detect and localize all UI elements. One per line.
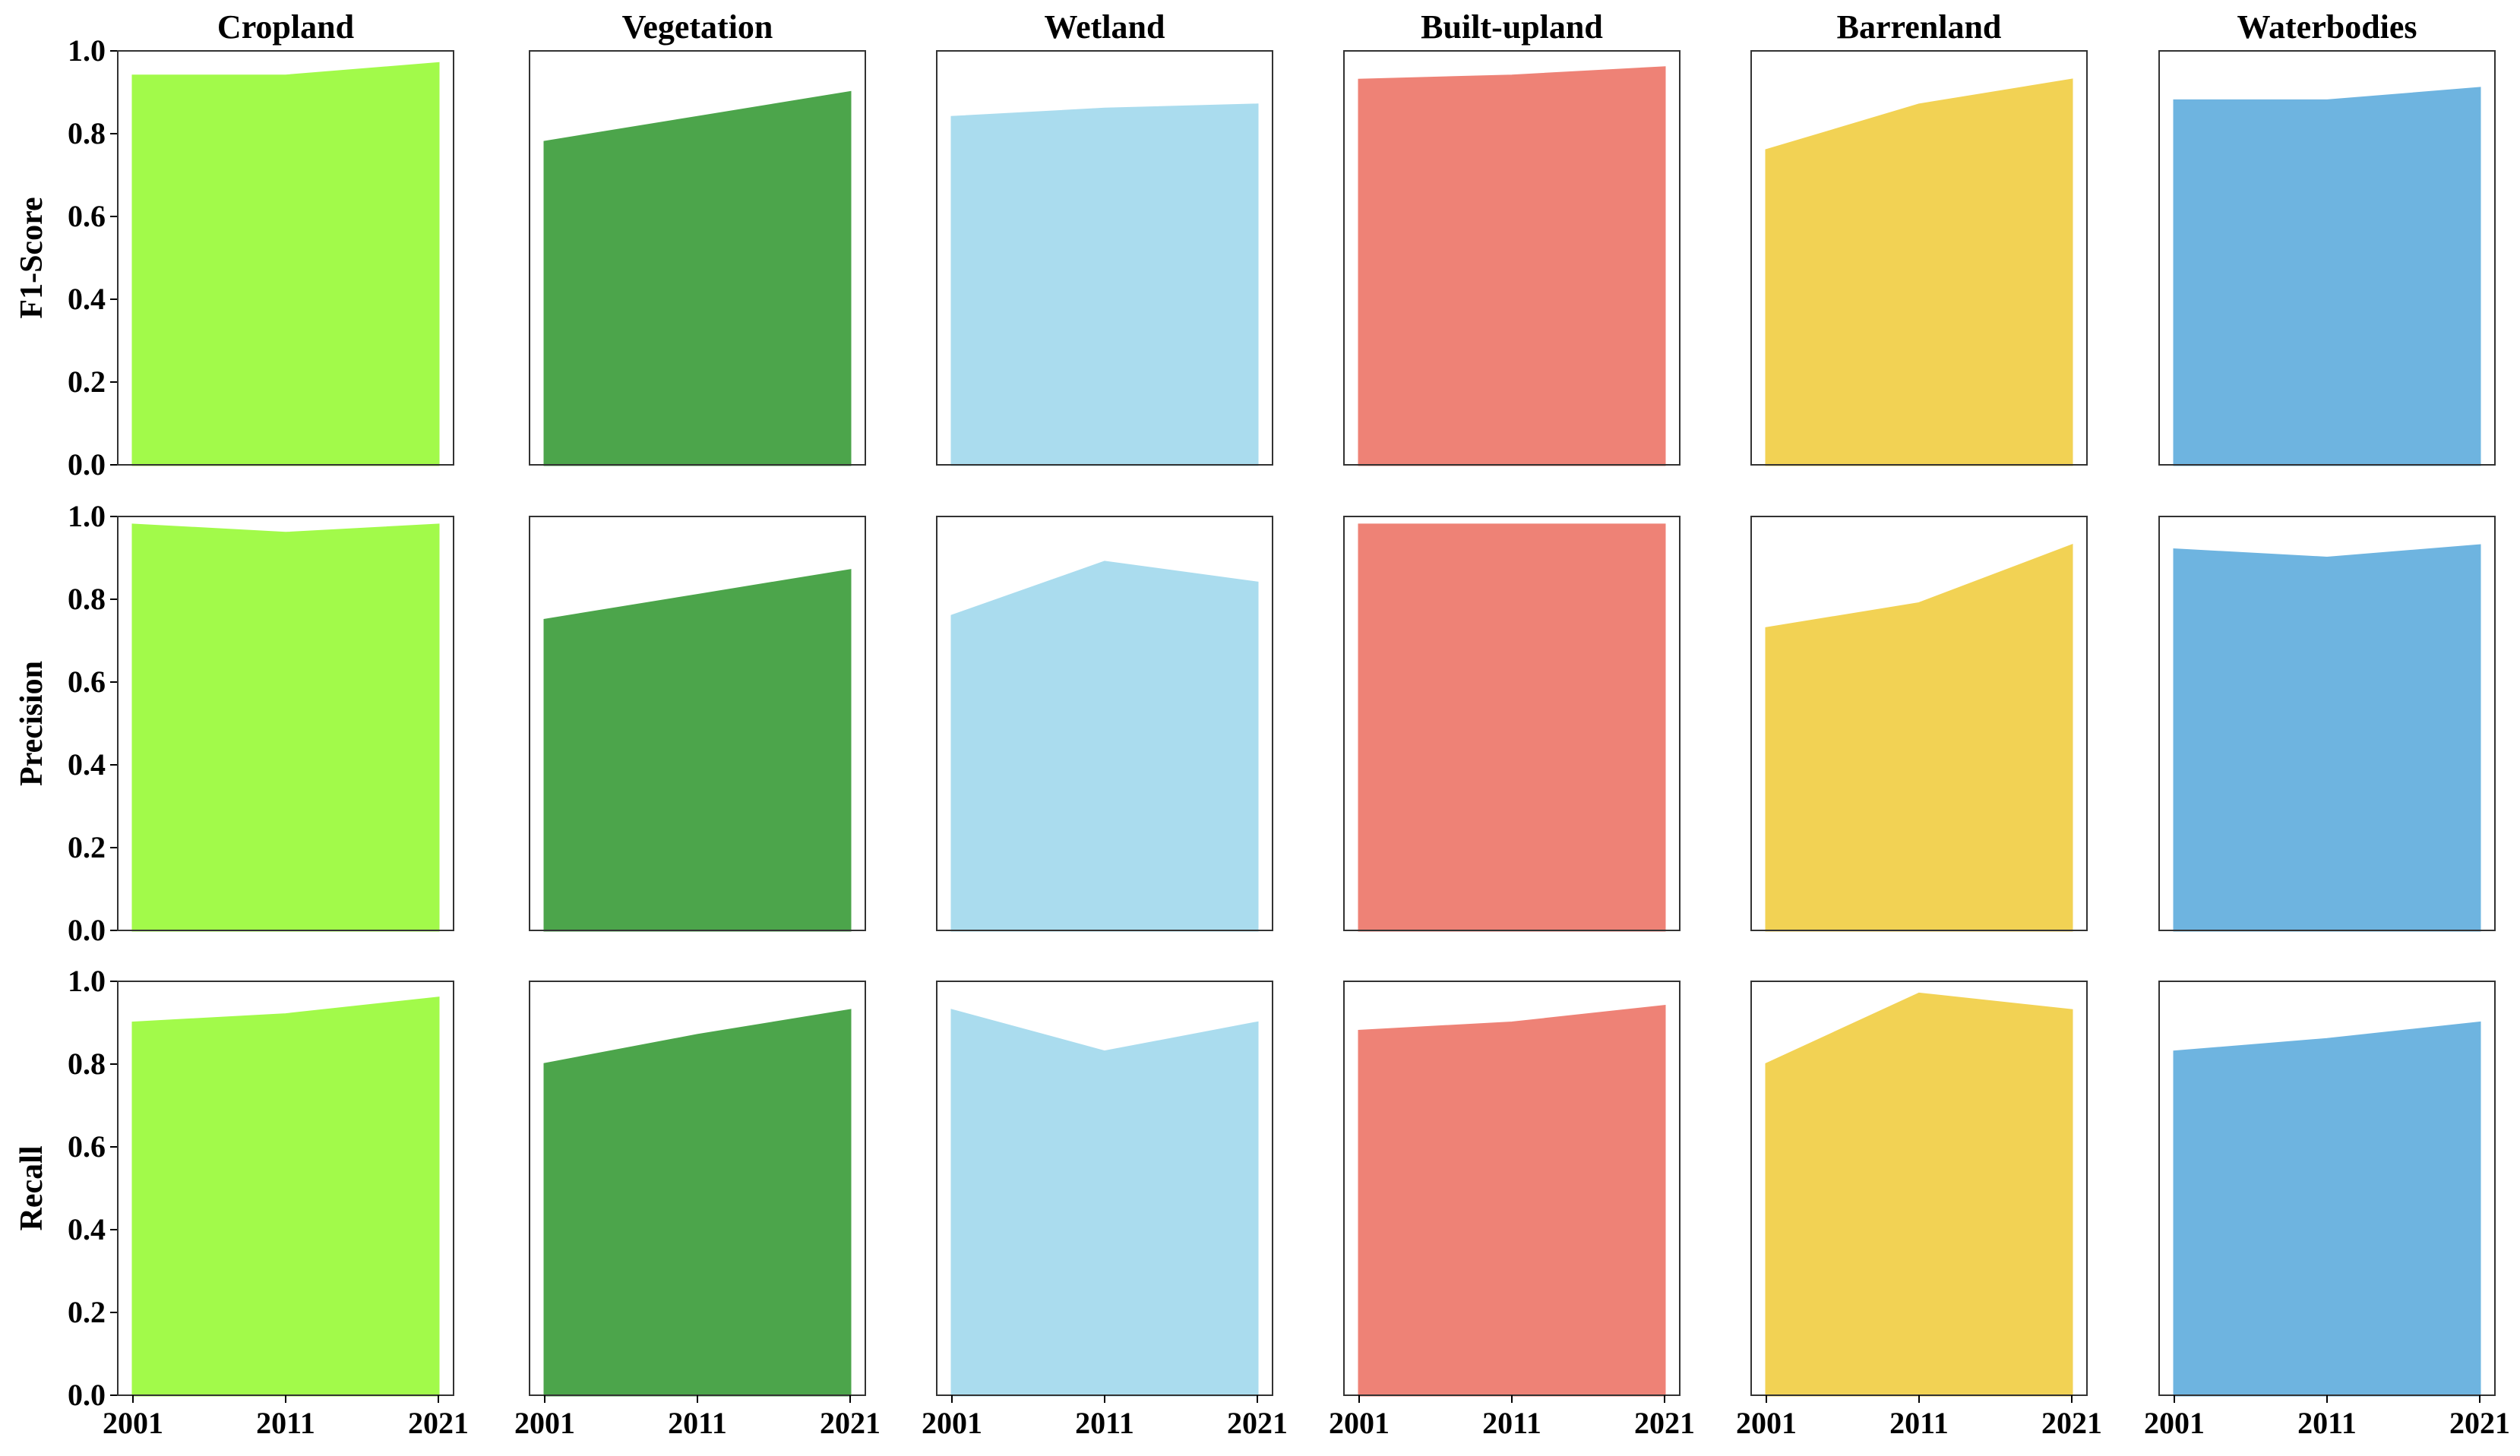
area-cropland-f1-score (131, 62, 440, 466)
panel-frame (529, 516, 866, 931)
area-cropland-recall (131, 996, 440, 1397)
panel-frame (936, 516, 1273, 931)
panel-frame (1750, 516, 2088, 931)
area-built-upland-f1-score (1358, 66, 1666, 466)
area-waterbodies-precision (2173, 544, 2481, 932)
y-tick-label: 1.0 (68, 499, 106, 533)
column-title-wetland: Wetland (1045, 8, 1165, 46)
x-tick-label: 2011 (668, 1406, 727, 1440)
column-title-built-upland: Built-upland (1421, 8, 1603, 46)
panel-frame (1343, 50, 1681, 466)
area-vegetation-recall (543, 1009, 852, 1397)
area-wetland-recall (950, 1009, 1259, 1397)
area-barrenland-f1-score (1765, 78, 2073, 466)
x-tick-label: 2001 (103, 1406, 163, 1440)
y-tick-label: 0.6 (68, 199, 106, 233)
x-tick-label: 2021 (408, 1406, 469, 1440)
panel-frame (117, 516, 454, 931)
panel-frame (1343, 516, 1681, 931)
x-tick-label: 2021 (2449, 1406, 2510, 1440)
x-tick-label: 2001 (2144, 1406, 2205, 1440)
x-tick-label: 2011 (1889, 1406, 1949, 1440)
x-tick-label: 2011 (2297, 1406, 2357, 1440)
y-tick-label: 0.8 (68, 582, 106, 616)
x-tick-label: 2001 (922, 1406, 982, 1440)
x-tick-label: 2021 (2041, 1406, 2102, 1440)
y-tick-label: 0.2 (68, 1295, 106, 1329)
y-tick-label: 1.0 (68, 33, 106, 68)
x-tick-label: 2011 (256, 1406, 315, 1440)
x-tick-label: 2011 (1075, 1406, 1134, 1440)
y-tick-label: 0.2 (68, 830, 106, 864)
panel-frame (529, 50, 866, 466)
y-tick-label: 0.6 (68, 665, 106, 699)
column-title-cropland: Cropland (217, 8, 354, 46)
y-tick-label: 0.4 (68, 747, 106, 782)
area-waterbodies-f1-score (2173, 87, 2481, 466)
y-tick-label: 1.0 (68, 964, 106, 998)
x-tick-label: 2001 (1329, 1406, 1390, 1440)
y-tick-label: 0.2 (68, 365, 106, 399)
panel-frame (2158, 50, 2496, 466)
panel-frame (117, 50, 454, 466)
area-barrenland-recall (1765, 992, 2073, 1397)
panel-frame (936, 50, 1273, 466)
area-vegetation-precision (543, 569, 852, 932)
y-tick-label: 0.4 (68, 282, 106, 316)
area-wetland-f1-score (950, 103, 1259, 466)
row-label-f1-score: F1-Score (14, 197, 49, 318)
y-tick-label: 0.0 (68, 447, 106, 482)
panel-frame (2158, 516, 2496, 931)
area-built-upland-precision (1358, 523, 1666, 932)
area-wetland-precision (950, 561, 1259, 932)
x-tick-label: 2011 (1482, 1406, 1541, 1440)
y-tick-label: 0.0 (68, 1378, 106, 1412)
x-tick-label: 2021 (820, 1406, 881, 1440)
area-cropland-precision (131, 523, 440, 932)
column-title-vegetation: Vegetation (622, 8, 773, 46)
area-vegetation-f1-score (543, 90, 852, 466)
y-tick-label: 0.6 (68, 1129, 106, 1164)
y-tick-label: 0.4 (68, 1212, 106, 1246)
row-label-recall: Recall (14, 1146, 49, 1231)
column-title-waterbodies: Waterbodies (2237, 8, 2417, 46)
y-tick-label: 0.8 (68, 116, 106, 150)
area-barrenland-precision (1765, 543, 2073, 932)
x-tick-label: 2021 (1634, 1406, 1695, 1440)
area-waterbodies-recall (2173, 1021, 2481, 1397)
y-tick-label: 0.0 (68, 913, 106, 947)
area-built-upland-recall (1358, 1005, 1666, 1397)
panel-frame (1750, 50, 2088, 466)
x-tick-label: 2001 (1736, 1406, 1797, 1440)
y-tick-label: 0.8 (68, 1047, 106, 1081)
column-title-barrenland: Barrenland (1837, 8, 2002, 46)
x-tick-label: 2021 (1227, 1406, 1288, 1440)
row-label-precision: Precision (14, 661, 49, 786)
x-tick-label: 2001 (514, 1406, 575, 1440)
